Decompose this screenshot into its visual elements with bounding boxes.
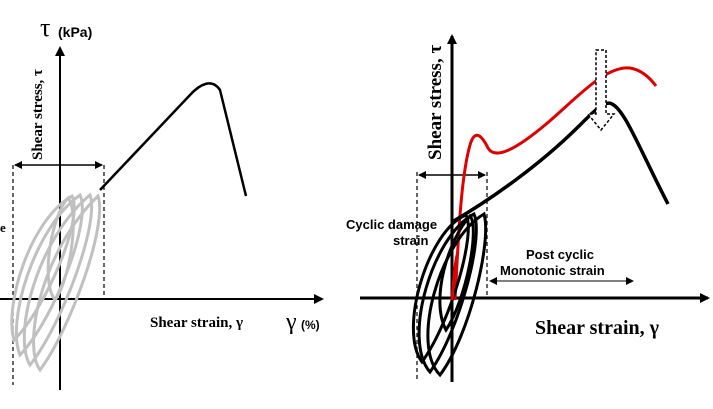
- left-y-axis-label: Shear stress, τ: [30, 69, 46, 160]
- right-panel: Shear stress, τ Shear strain, γ Cyclic d…: [346, 34, 710, 382]
- right-degradation-arrow: [586, 49, 616, 132]
- right-cyclic-label-line2: strain: [393, 233, 428, 248]
- left-edge-fragment: e: [0, 220, 6, 235]
- right-cyclic-label-line1: Cyclic damage: [346, 217, 437, 232]
- right-post-label-line1: Post cyclic: [526, 247, 594, 262]
- left-x-axis-symbol: γ: [285, 309, 297, 335]
- right-post-cyclic-curve: [453, 66, 658, 301]
- right-x-axis-label: Shear strain, γ: [535, 317, 660, 339]
- right-y-axis-label: Shear stress, τ: [425, 45, 446, 160]
- left-y-axis-unit: (kPa): [58, 24, 92, 40]
- left-y-axis-symbol: τ: [40, 13, 50, 42]
- left-panel: τ (kPa) Shear stress, τ e Shear strain, …: [0, 13, 324, 390]
- right-red-cyclic-segment: [450, 251, 460, 301]
- left-x-axis-unit: (%): [301, 318, 320, 332]
- right-cyclic-loops: [412, 211, 488, 378]
- right-monotonic-curve: [451, 101, 670, 224]
- left-cyclic-loops: [10, 192, 102, 373]
- left-x-axis-label: Shear strain, γ: [150, 315, 243, 331]
- right-post-label-line2: Monotonic strain: [500, 263, 605, 278]
- left-monotonic-curve: [99, 82, 248, 197]
